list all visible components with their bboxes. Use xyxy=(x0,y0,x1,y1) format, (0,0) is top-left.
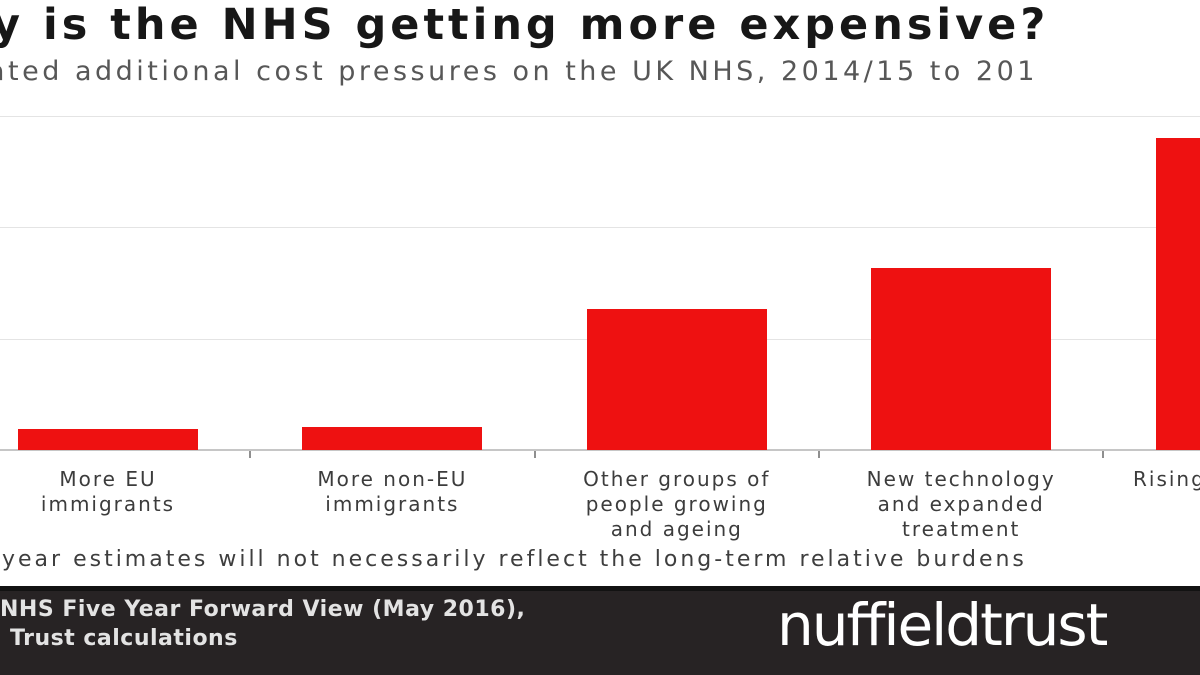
category-label: Other groups of people growing and agein… xyxy=(583,467,771,541)
footnote: year estimates will not necessarily refl… xyxy=(2,547,1027,572)
category-label: More EU immigrants xyxy=(40,467,176,516)
nuffieldtrust-logo: nuffieldtrust xyxy=(777,591,1108,659)
category-label: More non-EU immigrants xyxy=(317,467,468,516)
category-label: New technology and expanded treatment xyxy=(866,467,1056,541)
bar-4 xyxy=(871,268,1052,450)
axis-tick xyxy=(533,451,536,458)
category-label: Rising xyxy=(1133,467,1200,491)
bar-3 xyxy=(586,309,767,450)
bar-1 xyxy=(18,429,198,450)
x-axis-baseline xyxy=(0,449,1200,451)
axis-tick xyxy=(818,451,820,458)
chart-title: y is the NHS getting more expensive? xyxy=(0,0,1050,50)
footer: NHS Five Year Forward View (May 2016), T… xyxy=(0,591,1200,675)
gridline xyxy=(0,227,1200,229)
bar-5 xyxy=(1155,138,1200,450)
source-line-2: Trust calculations xyxy=(10,626,238,651)
gridline xyxy=(0,115,1200,117)
plot-area: More EU immigrants More non-EU immigrants… xyxy=(0,115,1200,541)
bar-2 xyxy=(302,427,483,450)
axis-tick xyxy=(249,451,252,458)
chart-subtitle: ated additional cost pressures on the UK… xyxy=(0,56,1038,87)
footer-divider xyxy=(0,586,1200,591)
source-line-1: NHS Five Year Forward View (May 2016), xyxy=(0,597,526,622)
axis-tick xyxy=(1102,451,1105,458)
